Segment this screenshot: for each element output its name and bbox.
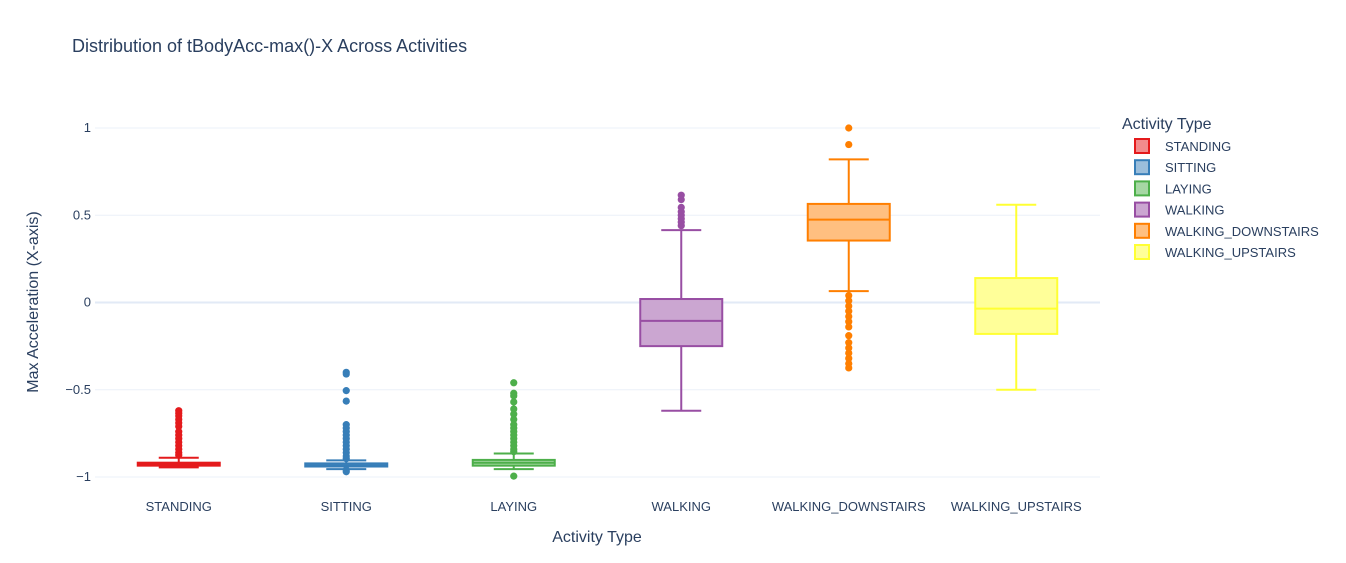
outlier-point (510, 392, 518, 400)
outlier-point (342, 468, 350, 476)
box-walking-upstairs (974, 203, 1059, 391)
legend-swatch (1134, 180, 1150, 197)
y-axis-ticks: 1 0.5 0 −0.5 −1 (65, 120, 91, 484)
legend-label: WALKING (1165, 203, 1224, 218)
outlier-point (175, 422, 183, 430)
outlier-point (342, 397, 350, 405)
y-tick-label: 0 (84, 295, 91, 310)
legend-item-sitting: SITTING (1134, 159, 1216, 176)
box-body (639, 298, 724, 348)
outlier-point (845, 312, 853, 321)
legend-label: LAYING (1165, 181, 1212, 196)
y-tick-label: 0.5 (73, 207, 91, 222)
outlier-point (510, 472, 518, 480)
legend-swatch (1134, 244, 1150, 260)
x-axis-title: Activity Type (552, 529, 642, 546)
gridlines (95, 127, 1100, 478)
legend-item-standing: STANDING (1134, 138, 1231, 154)
y-tick-label: −1 (76, 469, 91, 484)
outlier-point (845, 302, 853, 310)
legend-label: WALKING_DOWNSTAIRS (1165, 224, 1319, 239)
outlier-point (845, 140, 853, 149)
outlier-point (342, 455, 350, 463)
box-walking (639, 191, 724, 412)
outlier-point (845, 124, 853, 132)
outlier-point (845, 339, 853, 347)
outlier-point (677, 191, 685, 199)
outlier-point (510, 379, 518, 387)
outlier-point (510, 405, 518, 413)
x-tick-label: WALKING (652, 499, 711, 514)
legend-swatch (1134, 222, 1150, 239)
legend-swatch (1134, 159, 1150, 176)
x-tick-label: WALKING_DOWNSTAIRS (772, 499, 926, 514)
legend-item-walking-downstairs: WALKING_DOWNSTAIRS (1134, 222, 1319, 239)
x-tick-label: LAYING (490, 499, 537, 514)
legend-item-laying: LAYING (1134, 180, 1212, 197)
box-body (974, 277, 1059, 335)
legend-label: STANDING (1165, 139, 1231, 154)
legend-swatch (1134, 138, 1150, 154)
outlier-point (677, 203, 685, 211)
chart-title: Distribution of tBodyAcc-max()-X Across … (72, 36, 467, 56)
x-tick-label: SITTING (321, 499, 372, 514)
outlier-point (845, 291, 853, 300)
box-series (136, 124, 1059, 480)
legend-item-walking: WALKING (1134, 201, 1224, 218)
outlier-point (845, 349, 853, 357)
outlier-point (510, 410, 518, 418)
box-walking-downstairs (806, 124, 891, 372)
outlier-point (845, 364, 853, 372)
legend-swatch (1134, 201, 1150, 218)
legend-label: SITTING (1165, 160, 1216, 175)
y-tick-label: 1 (84, 120, 91, 135)
box-standing (136, 407, 221, 469)
y-axis-title: Max Acceleration (X-axis) (25, 211, 42, 392)
box-laying (471, 379, 556, 480)
outlier-point (510, 398, 518, 406)
x-tick-label: WALKING_UPSTAIRS (951, 499, 1082, 514)
outlier-point (510, 415, 518, 424)
x-tick-label: STANDING (146, 499, 212, 514)
outlier-point (845, 332, 853, 340)
outlier-point (845, 318, 853, 326)
outlier-point (342, 387, 350, 395)
outlier-point (845, 297, 853, 305)
legend-item-walking-upstairs: WALKING_UPSTAIRS (1134, 244, 1296, 260)
legend-items: STANDING SITTING LAYING WALKING WALKING_DOWN… (1134, 138, 1319, 260)
legend-label: WALKING_UPSTAIRS (1165, 245, 1296, 260)
outlier-point (845, 323, 853, 331)
outlier-point (510, 448, 518, 456)
outlier-point (845, 344, 853, 352)
x-axis-ticks: STANDING SITTING LAYING WALKING WALKING_DOWN… (146, 499, 1082, 514)
plot-area: 1 0.5 0 −0.5 −1 STANDING SITTING LAYING WALKING… (65, 120, 1100, 514)
outlier-point (845, 354, 853, 362)
legend-title: Activity Type (1122, 116, 1212, 133)
box-body (806, 202, 891, 242)
outlier-point (342, 370, 350, 378)
y-tick-label: −0.5 (65, 382, 91, 397)
legend: Activity Type STANDING SITTING LAYING WALKI… (1122, 116, 1319, 260)
outlier-point (175, 451, 183, 459)
box-sitting (304, 368, 389, 476)
outlier-point (845, 307, 853, 315)
